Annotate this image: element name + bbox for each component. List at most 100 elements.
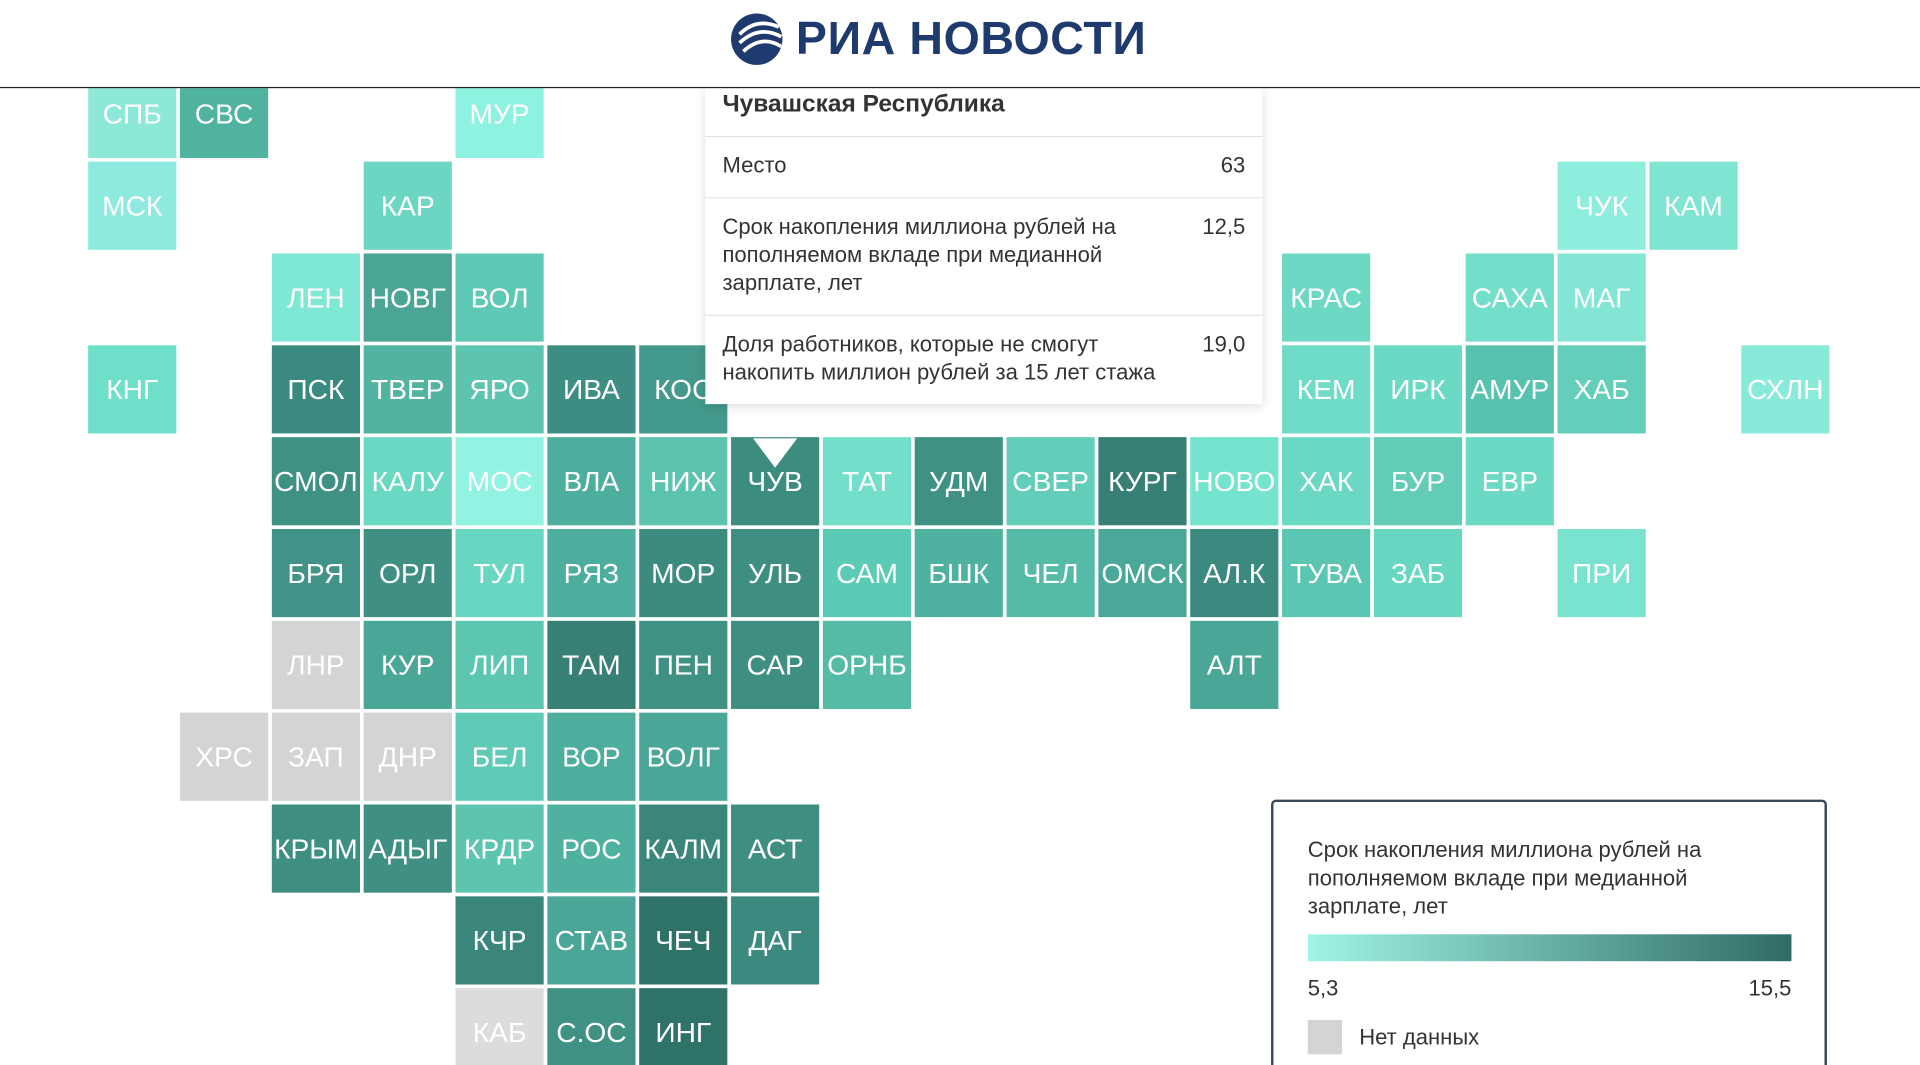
tile: ЗАБ bbox=[1373, 528, 1463, 618]
tile: ДАГ bbox=[731, 896, 820, 985]
tile: БРЯ bbox=[271, 528, 361, 618]
tile: МАГ bbox=[1557, 253, 1646, 342]
tile: КУР bbox=[363, 620, 452, 709]
tile: КРАС bbox=[1282, 253, 1371, 342]
tile: МСК bbox=[88, 161, 177, 250]
tile: КАЛУ bbox=[363, 437, 452, 526]
tooltip-row: Доля работников, которые не смогут накоп… bbox=[705, 314, 1263, 404]
tile: КУРГ bbox=[1098, 437, 1187, 526]
tooltip-value: 19,0 bbox=[1202, 331, 1246, 357]
tile: ЛЕН bbox=[271, 253, 361, 342]
tile: ИРК bbox=[1373, 345, 1463, 434]
tooltip-row: Место 63 bbox=[705, 135, 1263, 197]
tile: КОС bbox=[639, 345, 728, 434]
tile: АМУР bbox=[1465, 345, 1554, 434]
tile: ТАМ bbox=[547, 620, 636, 709]
tile: ЧЕЛ bbox=[1006, 528, 1095, 618]
tooltip-label: Доля работников, которые не смогут накоп… bbox=[722, 331, 1156, 385]
tile: САР bbox=[731, 620, 820, 709]
tile: КРЫМ bbox=[271, 804, 361, 893]
tile: БШК bbox=[914, 528, 1003, 618]
tile: ВЛА bbox=[547, 437, 636, 526]
tile: УДМ bbox=[914, 437, 1003, 526]
legend-title: Срок накопления миллиона рублей на попол… bbox=[1307, 837, 1702, 919]
tile: ДНР bbox=[363, 712, 452, 801]
header: РИА НОВОСТИ bbox=[0, 0, 1920, 89]
tile: ТВЕР bbox=[363, 345, 452, 434]
tile: РОС bbox=[547, 804, 636, 893]
no-data-swatch bbox=[1307, 1020, 1343, 1055]
logo: РИА НОВОСТИ bbox=[730, 12, 1147, 66]
tile: МОР bbox=[639, 528, 728, 618]
tooltip-value: 12,5 bbox=[1202, 214, 1246, 239]
tile: КАР bbox=[363, 161, 452, 250]
tile: ЧУК bbox=[1557, 161, 1646, 250]
tile: НОВО bbox=[1190, 437, 1279, 526]
legend: Срок накопления миллиона рублей на попол… bbox=[1271, 799, 1827, 1065]
tile: КЧР bbox=[455, 896, 544, 985]
tile: НИЖ bbox=[639, 437, 728, 526]
tile: СВЕР bbox=[1006, 437, 1095, 526]
legend-max: 15,5 bbox=[1748, 975, 1792, 1001]
tile: ОМСК bbox=[1098, 528, 1187, 618]
tile: РЯЗ bbox=[547, 528, 636, 618]
tooltip-title: Чувашская Республика bbox=[722, 90, 1005, 118]
tile: ТАТ bbox=[822, 437, 912, 526]
tile: ОРЛ bbox=[363, 528, 452, 618]
tile: ВОЛГ bbox=[639, 712, 728, 801]
tile: ТУВА bbox=[1282, 528, 1371, 618]
tile: КАБ bbox=[455, 988, 544, 1065]
tile: ВОР bbox=[547, 712, 636, 801]
tile: ИВА bbox=[547, 345, 636, 434]
logo-icon bbox=[731, 13, 783, 65]
tile: САХА bbox=[1465, 253, 1554, 342]
tile: ПЕН bbox=[639, 620, 728, 709]
tooltip-row: Срок накопления миллиона рублей на попол… bbox=[705, 197, 1263, 315]
tile: КНГ bbox=[88, 345, 177, 434]
tile: ТУЛ bbox=[455, 528, 544, 618]
tile: БУР bbox=[1373, 437, 1463, 526]
tile: БЕЛ bbox=[455, 712, 544, 801]
tile: ПРИ bbox=[1557, 528, 1646, 618]
tile: ЛИП bbox=[455, 620, 544, 709]
tile: САМ bbox=[822, 528, 912, 618]
tile: ЯРО bbox=[455, 345, 544, 434]
tile: СМОЛ bbox=[271, 437, 361, 526]
tile: НОВГ bbox=[363, 253, 452, 342]
tile: ХАК bbox=[1282, 437, 1371, 526]
tooltip: Чувашская Республика Место 63 Срок накопле… bbox=[705, 88, 1263, 405]
tile: СТАВ bbox=[547, 896, 636, 985]
tooltip-arrow bbox=[753, 438, 798, 468]
tile: ОРНБ bbox=[822, 620, 912, 709]
tile: АЛ.К bbox=[1190, 528, 1279, 618]
tile: КЕМ bbox=[1282, 345, 1371, 434]
tile: МОС bbox=[455, 437, 544, 526]
tile: АДЫГ bbox=[363, 804, 452, 893]
tile: ХАБ bbox=[1557, 345, 1646, 434]
tile: ЕВР bbox=[1465, 437, 1554, 526]
tile: ВОЛ bbox=[455, 253, 544, 342]
tile: ПСК bbox=[271, 345, 361, 434]
tile: ЧЕЧ bbox=[639, 896, 728, 985]
tile: КАМ bbox=[1649, 161, 1738, 250]
tile: ИНГ bbox=[639, 988, 728, 1065]
tile: КРДР bbox=[455, 804, 544, 893]
tile: ЗАП bbox=[271, 712, 361, 801]
tile: ЛНР bbox=[271, 620, 361, 709]
no-data-label: Нет данных bbox=[1359, 1024, 1480, 1050]
tile: КАЛМ bbox=[639, 804, 728, 893]
tile: С.ОС bbox=[547, 988, 636, 1065]
tooltip-label: Место bbox=[722, 153, 787, 178]
tooltip-label: Срок накопления миллиона рублей на попол… bbox=[722, 214, 1117, 296]
tile: АЛТ bbox=[1190, 620, 1279, 709]
logo-text: РИА НОВОСТИ bbox=[795, 12, 1147, 65]
tile: СХЛН bbox=[1741, 345, 1830, 434]
tile: АСТ bbox=[731, 804, 820, 893]
tooltip-value: 63 bbox=[1220, 153, 1246, 178]
tile: УЛЬ bbox=[731, 528, 820, 618]
tile: ХРС bbox=[180, 712, 269, 801]
legend-gradient bbox=[1307, 934, 1792, 962]
